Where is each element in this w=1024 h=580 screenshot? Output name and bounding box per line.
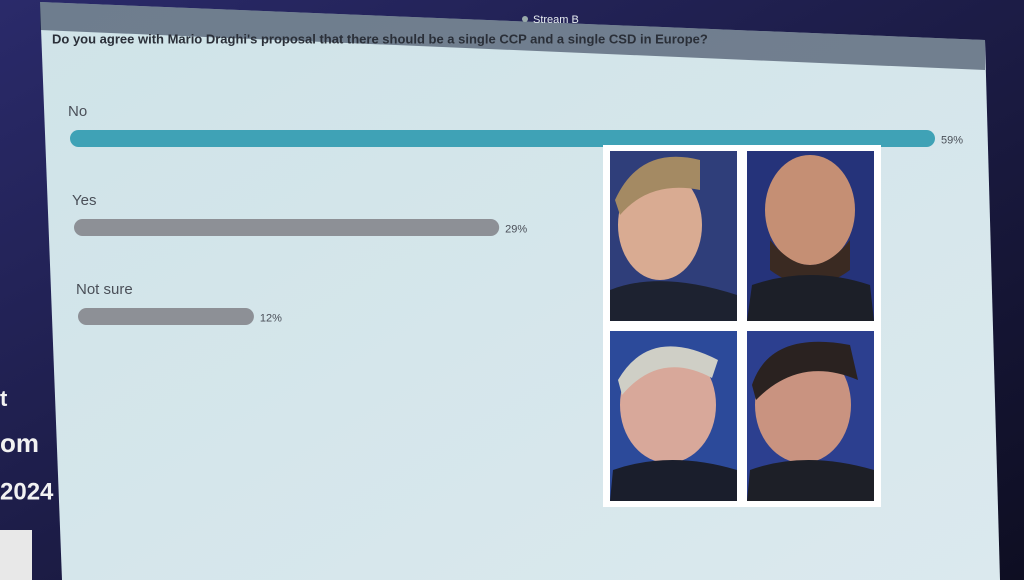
side-text: t (0, 386, 8, 411)
bar (74, 219, 500, 236)
hair (752, 341, 858, 400)
suit (747, 460, 874, 501)
bar (70, 130, 935, 147)
value-label: 59% (941, 134, 963, 146)
category-label: Yes (72, 192, 96, 209)
chart-title: Do you agree with Mario Draghi's proposa… (52, 31, 708, 46)
category-label: No (68, 103, 87, 120)
hair (615, 156, 700, 215)
screen-header (40, 2, 985, 70)
suit (610, 460, 737, 501)
hair (618, 346, 718, 395)
value-label: 12% (260, 312, 282, 324)
face (620, 347, 716, 463)
side-text: 2024 (0, 478, 54, 505)
value-label: 29% (505, 223, 527, 235)
stream-label: Stream B (533, 14, 579, 26)
category-label: Not sure (76, 281, 133, 298)
suit (747, 275, 874, 321)
face (765, 155, 855, 265)
photo-panel (603, 145, 881, 507)
beard (770, 240, 850, 285)
qr-code (0, 530, 32, 580)
side-text: om (0, 428, 39, 458)
suit (610, 281, 737, 321)
stream-dot (522, 16, 528, 22)
bar (78, 308, 254, 325)
